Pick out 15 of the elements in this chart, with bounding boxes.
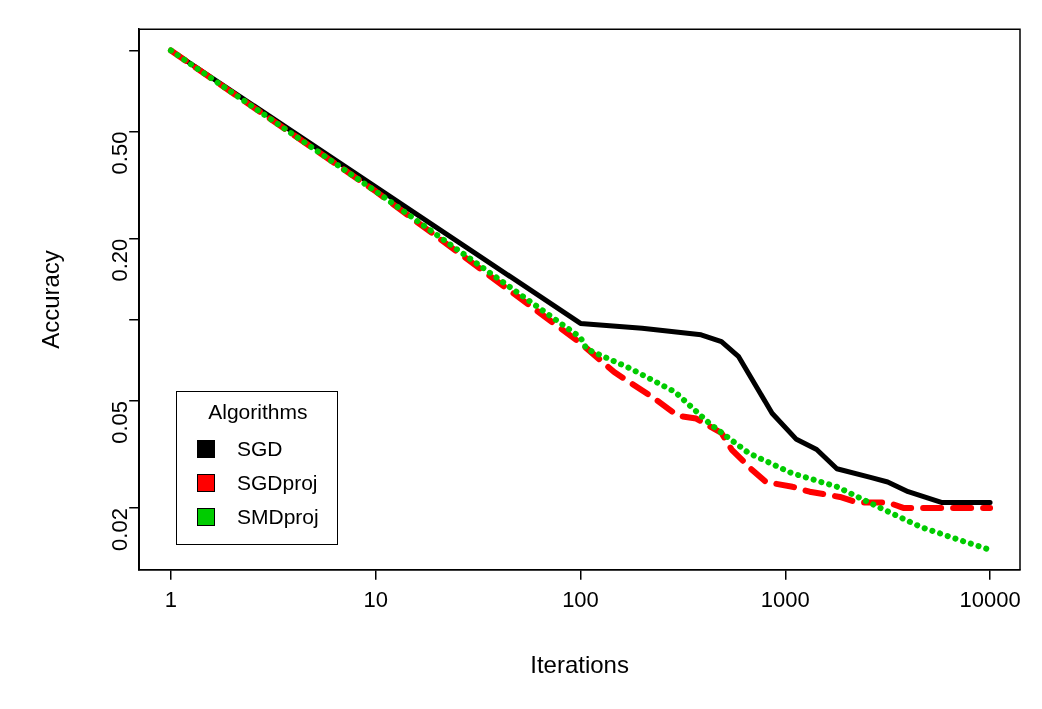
y-tick-label: 0.02 — [107, 508, 133, 551]
y-tick-label: 0.05 — [107, 400, 133, 444]
legend-label: SMDproj — [237, 505, 319, 529]
y-axis-title: Accuracy — [37, 250, 65, 349]
legend-title: Algorithms — [207, 400, 309, 424]
x-tick-label: 100 — [562, 587, 599, 613]
y-tick-label: 0.50 — [107, 131, 133, 175]
x-tick-label: 10 — [363, 587, 388, 613]
y-tick-label: 0.20 — [107, 238, 133, 282]
legend-label: SGDproj — [237, 471, 318, 495]
x-tick-label: 1 — [164, 587, 178, 613]
legend-label: SGD — [237, 437, 283, 461]
x-axis-title: Iterations — [530, 651, 629, 679]
x-tick-label: 1000 — [760, 587, 810, 613]
x-tick-label: 10000 — [959, 587, 1021, 613]
